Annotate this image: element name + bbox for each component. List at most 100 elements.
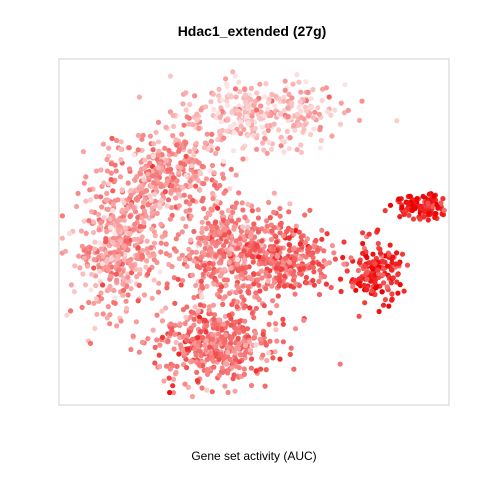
data-point xyxy=(266,199,272,206)
data-point xyxy=(107,321,113,327)
data-point xyxy=(154,312,160,318)
data-point xyxy=(242,109,248,115)
data-point xyxy=(180,216,186,222)
data-point xyxy=(212,182,218,188)
data-point xyxy=(216,372,222,378)
data-point xyxy=(209,207,215,213)
data-point xyxy=(59,235,65,241)
data-point xyxy=(420,193,426,200)
data-point xyxy=(286,259,293,265)
data-point xyxy=(278,143,284,149)
data-point xyxy=(62,248,69,254)
data-point xyxy=(261,94,267,100)
data-point xyxy=(175,232,181,238)
data-point xyxy=(168,321,174,327)
data-point xyxy=(325,109,331,115)
data-point xyxy=(149,226,155,232)
data-point xyxy=(235,335,241,341)
data-point xyxy=(388,280,394,286)
data-point xyxy=(394,118,400,124)
data-point xyxy=(213,150,219,157)
data-point xyxy=(148,245,154,251)
data-point xyxy=(119,187,125,194)
data-point xyxy=(315,105,321,111)
data-point xyxy=(173,339,179,345)
data-point xyxy=(236,329,242,335)
data-point xyxy=(129,265,135,271)
data-point xyxy=(280,138,286,144)
data-point xyxy=(100,141,106,147)
data-point xyxy=(215,240,221,246)
data-point xyxy=(272,103,278,109)
data-point xyxy=(166,375,172,381)
data-point xyxy=(258,103,264,109)
data-point xyxy=(76,253,82,259)
data-point xyxy=(382,297,388,303)
data-point xyxy=(431,193,437,199)
data-point xyxy=(174,363,180,369)
data-point xyxy=(203,176,209,182)
data-point xyxy=(194,117,200,123)
data-point xyxy=(220,369,226,375)
data-point xyxy=(155,119,162,125)
data-point xyxy=(59,213,65,219)
data-point xyxy=(375,240,381,247)
data-point xyxy=(216,128,223,135)
data-point xyxy=(232,388,238,394)
data-point xyxy=(141,177,147,183)
data-point xyxy=(272,349,278,355)
data-point xyxy=(240,283,246,289)
data-point xyxy=(75,190,81,196)
data-point xyxy=(277,205,283,212)
data-point xyxy=(248,85,254,91)
data-point xyxy=(198,328,204,335)
data-point xyxy=(341,110,347,116)
data-point xyxy=(159,197,165,204)
data-point xyxy=(438,200,444,206)
data-point xyxy=(198,107,204,113)
data-point xyxy=(231,224,237,230)
data-point xyxy=(159,318,166,324)
data-point xyxy=(404,262,411,268)
data-point xyxy=(144,238,150,244)
data-point xyxy=(271,190,277,196)
data-point xyxy=(190,310,197,316)
data-point xyxy=(189,272,195,278)
data-point xyxy=(173,195,179,201)
data-point xyxy=(185,384,191,390)
data-point xyxy=(223,282,229,288)
data-point xyxy=(254,294,260,300)
data-point xyxy=(246,290,252,296)
data-point xyxy=(179,184,186,190)
data-point xyxy=(289,95,295,101)
data-point xyxy=(121,275,127,281)
data-point xyxy=(188,237,194,243)
data-point xyxy=(229,365,235,371)
data-point xyxy=(319,227,325,233)
data-point xyxy=(188,213,194,219)
data-point xyxy=(242,99,249,106)
data-point xyxy=(152,203,158,209)
data-point xyxy=(406,212,412,218)
data-point xyxy=(209,131,215,137)
data-point xyxy=(108,170,114,176)
data-point xyxy=(196,339,202,345)
data-point xyxy=(317,145,323,151)
data-point xyxy=(86,250,92,256)
data-point xyxy=(289,100,295,106)
data-point xyxy=(279,266,285,272)
data-point xyxy=(101,215,107,221)
data-point xyxy=(219,210,225,216)
data-point xyxy=(197,302,203,308)
data-point xyxy=(303,280,310,286)
data-point xyxy=(342,82,348,88)
data-point xyxy=(261,130,267,136)
data-point xyxy=(245,284,251,290)
data-point xyxy=(274,338,280,344)
data-point xyxy=(355,281,361,287)
data-point xyxy=(234,299,240,305)
data-point xyxy=(167,216,173,222)
data-point xyxy=(137,223,143,229)
chart-title: Hdac1_extended (27g) xyxy=(178,23,327,39)
data-point xyxy=(409,202,415,208)
